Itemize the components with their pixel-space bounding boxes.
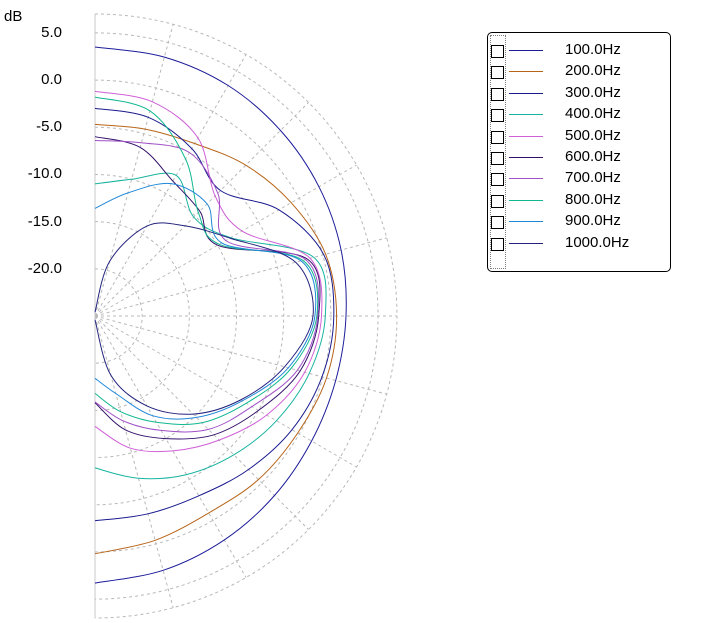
grid-ring [94, 173, 237, 459]
legend-item[interactable]: 700.0Hz [488, 169, 670, 190]
legend-checkbox[interactable] [491, 130, 504, 144]
radial-tick-label: -20.0 [27, 259, 62, 277]
legend-item[interactable]: 400.0Hz [488, 105, 670, 126]
legend-swatch [509, 157, 543, 158]
legend-item[interactable]: 500.0Hz [488, 127, 670, 148]
grid-spoke [94, 315, 357, 468]
legend-checkbox[interactable] [491, 237, 504, 251]
legend-item[interactable]: 300.0Hz [488, 84, 670, 105]
legend-swatch [509, 71, 543, 73]
legend-swatch [509, 92, 543, 94]
series-curve-700-0hz [94, 140, 320, 433]
legend-label: 200.0Hz [565, 62, 621, 80]
legend-label: 1000.0Hz [565, 233, 630, 251]
legend-label: 900.0Hz [565, 212, 621, 230]
legend-item[interactable]: 900.0Hz [488, 212, 670, 233]
legend: 100.0Hz 200.0Hz 300.0Hz 400.0Hz 500.0Hz 600.0… [487, 32, 671, 272]
grid-ring [94, 268, 143, 364]
legend-checkbox[interactable] [491, 66, 504, 80]
grid-spoke [94, 54, 247, 317]
grid-ring [94, 79, 332, 553]
radial-tick-label: 5.0 [41, 23, 62, 41]
grid-spoke [94, 315, 387, 395]
legend-swatch [509, 178, 543, 180]
grid-spoke [94, 102, 309, 317]
legend-checkbox[interactable] [491, 194, 504, 208]
grid-spoke [94, 315, 247, 578]
radial-tick-label: -15.0 [27, 212, 62, 230]
series-curve-100-0hz [94, 46, 347, 584]
legend-checkbox[interactable] [491, 152, 504, 165]
legend-checkbox[interactable] [491, 109, 504, 123]
legend-label: 500.0Hz [565, 126, 621, 144]
grid-spoke [94, 24, 174, 317]
legend-swatch [509, 221, 543, 223]
legend-item[interactable]: 800.0Hz [488, 191, 670, 212]
legend-swatch [509, 242, 543, 244]
series-curves [94, 46, 347, 584]
legend-swatch [509, 135, 543, 137]
radial-tick-label: -5.0 [36, 118, 62, 136]
series-curve-600-0hz [94, 136, 321, 440]
series-curve-200-0hz [94, 123, 338, 555]
legend-item[interactable]: 100.0Hz [488, 41, 670, 62]
legend-label: 800.0Hz [565, 190, 621, 208]
radial-tick-label: -10.0 [27, 165, 62, 183]
legend-checkbox[interactable] [491, 173, 504, 187]
legend-item[interactable]: 1000.0Hz [488, 234, 670, 255]
legend-label: 700.0Hz [565, 169, 621, 187]
legend-item[interactable]: 600.0Hz [488, 148, 670, 169]
legend-strip [490, 35, 506, 269]
legend-checkbox[interactable] [491, 87, 504, 101]
series-curve-300-0hz [94, 107, 335, 522]
legend-swatch [509, 199, 543, 201]
series-curve-1000-0hz [94, 222, 314, 415]
legend-swatch [509, 114, 543, 116]
polar-grid [94, 13, 398, 619]
grid-spoke [94, 237, 387, 317]
radial-unit-label: dB [4, 8, 23, 25]
legend-swatch [509, 50, 543, 51]
legend-label: 600.0Hz [565, 148, 621, 165]
legend-item[interactable]: 200.0Hz [488, 62, 670, 83]
legend-label: 400.0Hz [565, 105, 621, 123]
legend-checkbox[interactable] [491, 45, 504, 58]
series-curve-900-0hz [94, 182, 317, 420]
legend-label: 100.0Hz [565, 41, 621, 58]
series-curve-800-0hz [94, 96, 319, 425]
legend-checkbox[interactable] [491, 216, 504, 230]
series-curve-500-0hz [94, 90, 323, 453]
legend-label: 300.0Hz [565, 83, 621, 101]
series-curve-400-0hz [94, 172, 327, 480]
grid-spoke [94, 315, 174, 608]
radial-tick-label: 0.0 [41, 71, 62, 89]
